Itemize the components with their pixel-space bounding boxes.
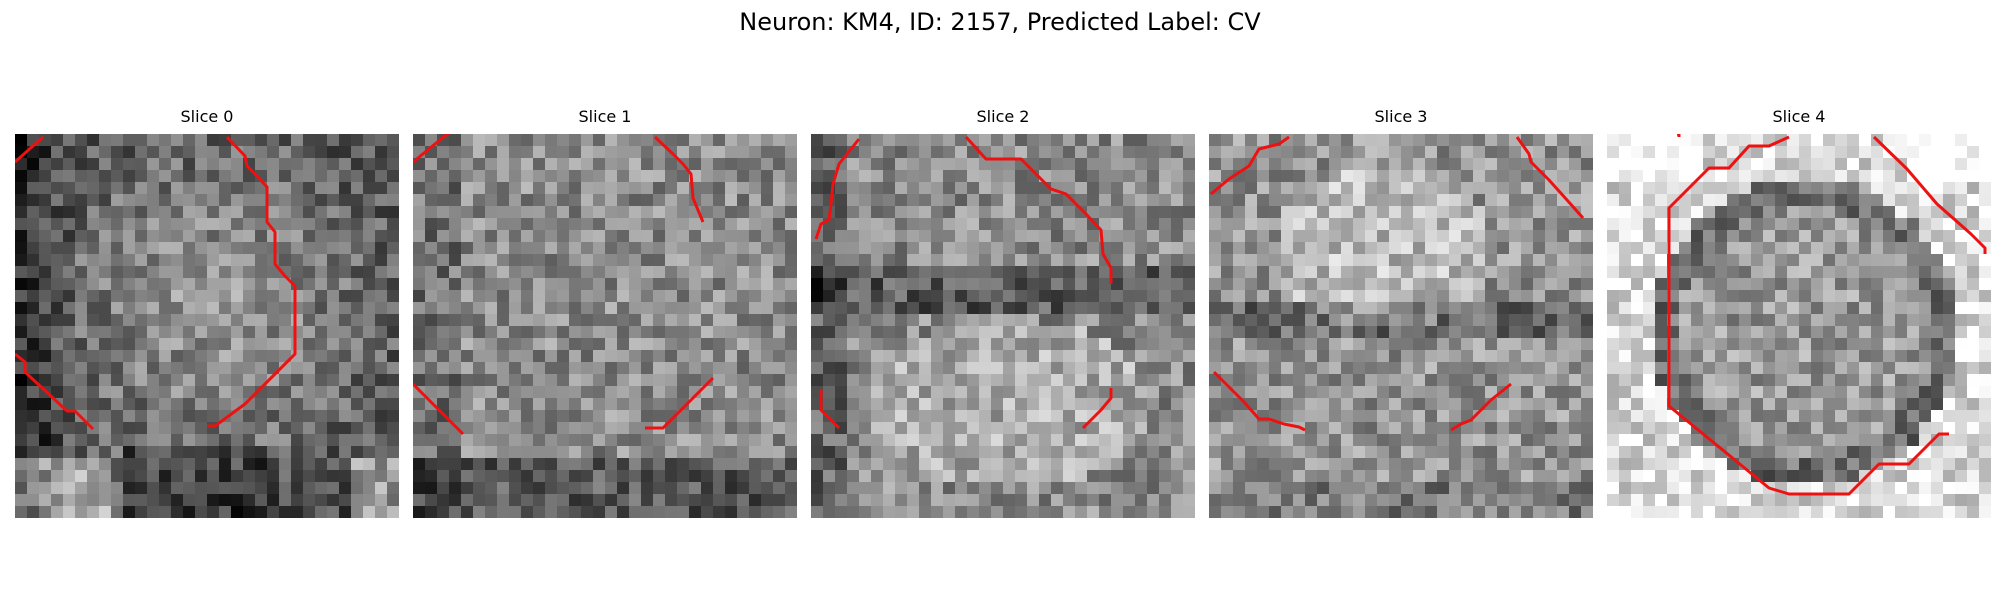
contour-line-1-1 xyxy=(653,135,705,223)
slice-contour-3 xyxy=(1210,135,1585,432)
contour-line-1-2 xyxy=(413,382,465,436)
slice-panel-2: Slice 2 xyxy=(811,107,1195,518)
slice-title-4: Slice 4 xyxy=(1772,107,1826,126)
contour-line-2-1 xyxy=(964,135,1113,284)
slice-panel-3: Slice 3 xyxy=(1209,107,1593,518)
contour-line-0-1 xyxy=(207,135,297,428)
contour-line-0-0 xyxy=(15,135,44,164)
slice-title-1: Slice 1 xyxy=(578,107,632,126)
slice-image-3 xyxy=(1209,134,1593,518)
slice-title-3: Slice 3 xyxy=(1374,107,1428,126)
slice-contour-0 xyxy=(15,135,297,431)
slice-panel-4: Slice 4 xyxy=(1607,107,1991,518)
slice-image-1 xyxy=(413,134,797,518)
slice-contour-4 xyxy=(1667,134,1987,496)
slice-title-2: Slice 2 xyxy=(976,107,1030,126)
contour-line-3-3 xyxy=(1450,382,1512,432)
slice-title-0: Slice 0 xyxy=(180,107,234,126)
contour-line-2-0 xyxy=(814,138,861,240)
contour-line-3-1 xyxy=(1515,136,1585,219)
contour-line-4-2 xyxy=(1667,135,1949,496)
contour-line-2-2 xyxy=(819,389,841,430)
contour-line-0-2 xyxy=(15,352,95,431)
slice-pixels-0 xyxy=(15,134,399,518)
slice-contour-2 xyxy=(814,135,1113,430)
slice-pixels-2 xyxy=(811,134,1195,518)
contour-line-2-3 xyxy=(1081,388,1113,430)
contour-line-4-0 xyxy=(1677,134,1681,137)
slice-panel-0: Slice 0 xyxy=(15,107,399,518)
slice-contour-1 xyxy=(413,134,715,436)
slice-pixels-1 xyxy=(413,134,797,518)
contour-line-3-0 xyxy=(1210,135,1290,196)
contour-line-1-3 xyxy=(645,376,715,430)
slice-pixels-4 xyxy=(1607,134,1991,518)
slice-image-0 xyxy=(15,134,399,518)
slice-panel-1: Slice 1 xyxy=(413,107,797,518)
slice-image-2 xyxy=(811,134,1195,518)
contour-line-1-0 xyxy=(413,134,450,164)
contour-line-3-2 xyxy=(1212,370,1306,432)
figure-title: Neuron: KM4, ID: 2157, Predicted Label: … xyxy=(739,8,1261,36)
slice-pixels-3 xyxy=(1209,134,1593,518)
slice-image-4 xyxy=(1607,134,1991,518)
contour-line-4-1 xyxy=(1872,135,1987,254)
